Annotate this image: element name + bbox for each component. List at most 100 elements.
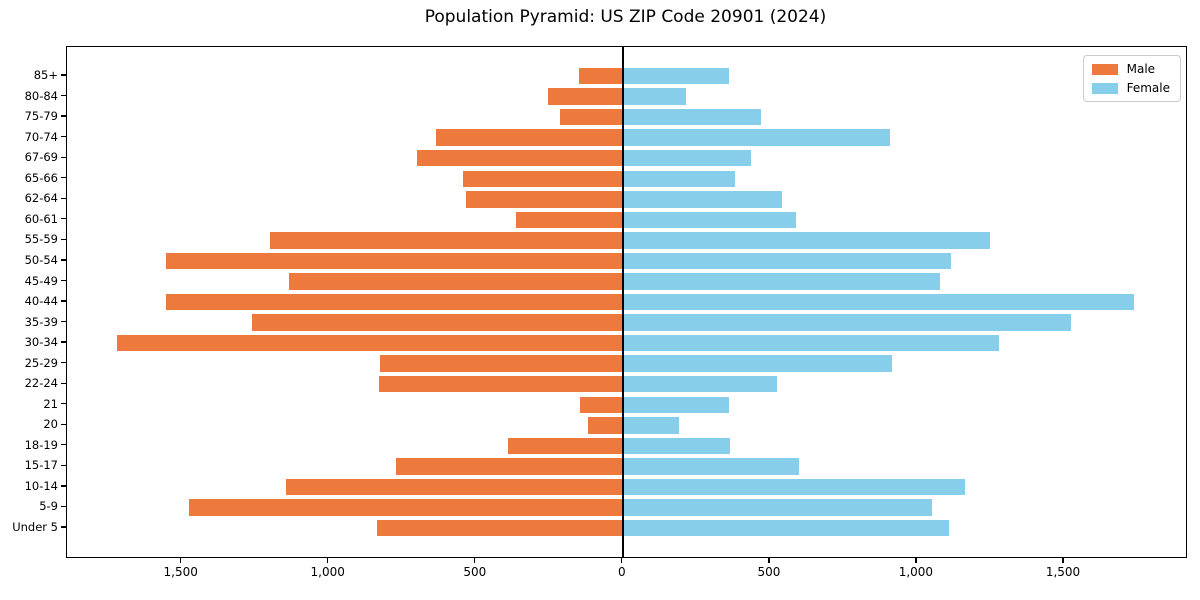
y-axis-tick-mark — [61, 135, 66, 138]
male-bar — [269, 232, 623, 249]
male-bar — [436, 129, 623, 146]
female-bar — [622, 437, 731, 455]
y-axis-tick-mark — [61, 115, 66, 117]
y-axis-tick-label: 67-69 — [24, 150, 58, 165]
y-axis-tick-mark — [61, 74, 66, 76]
x-axis-tick-mark — [915, 557, 917, 563]
zero-axis-line — [622, 47, 624, 557]
y-axis-tick-label: 40-44 — [24, 294, 58, 308]
plot-area: Male Female — [66, 46, 1187, 558]
chart-title: Population Pyramid: US ZIP Code 20901 (2… — [424, 7, 827, 27]
female-bar — [622, 211, 797, 229]
male-bar — [286, 478, 623, 496]
male-bar — [380, 355, 623, 372]
x-axis-tick-mark — [1062, 557, 1064, 563]
male-color-swatch — [1091, 63, 1118, 75]
y-axis-tick-mark — [61, 485, 66, 487]
x-axis-tick-mark — [474, 557, 476, 563]
female-bar — [622, 67, 729, 85]
female-bar — [622, 314, 1072, 331]
y-axis-tick-mark — [61, 238, 66, 241]
female-bar — [622, 293, 1135, 311]
y-axis-tick-label: 35-39 — [24, 314, 58, 329]
y-axis-tick-mark — [61, 320, 66, 323]
y-axis-tick-mark — [61, 218, 66, 220]
male-bar — [396, 458, 623, 475]
y-axis-tick-mark — [61, 382, 66, 384]
legend-item-female: Female — [1091, 81, 1170, 95]
x-axis-tick-mark — [621, 557, 623, 563]
male-bar — [377, 519, 623, 537]
male-bar — [417, 149, 623, 167]
male-bar — [289, 273, 623, 290]
female-bar — [622, 170, 735, 187]
x-axis-tick-label: 0 — [617, 565, 626, 579]
x-axis-tick-label: 500 — [463, 565, 487, 579]
female-bar — [622, 149, 751, 167]
male-bar — [547, 88, 623, 105]
male-bar — [117, 334, 623, 352]
male-bar — [587, 417, 623, 434]
female-bar — [622, 458, 800, 475]
female-color-swatch — [1091, 82, 1118, 94]
x-axis-tick-mark — [180, 557, 182, 563]
y-axis-tick-mark — [61, 259, 66, 261]
x-axis-tick-mark — [768, 557, 770, 563]
y-axis-tick-label: 65-66 — [24, 170, 58, 185]
female-bar — [622, 108, 761, 126]
y-axis-tick-mark — [61, 423, 66, 425]
female-bar — [622, 273, 941, 290]
female-bar — [622, 375, 778, 393]
male-bar — [515, 211, 623, 229]
y-axis-tick-label: 55-59 — [24, 232, 58, 247]
y-axis-tick-label: 15-17 — [24, 458, 58, 473]
y-axis-tick-mark — [61, 279, 66, 282]
y-axis-tick-mark — [61, 361, 66, 364]
y-axis-tick-mark — [61, 177, 66, 179]
male-bar — [508, 437, 623, 455]
y-axis-tick-label: 18-19 — [24, 437, 58, 452]
legend-label-male: Male — [1126, 62, 1156, 76]
y-axis-tick-label: 10-14 — [24, 478, 58, 493]
female-bar — [622, 396, 729, 413]
female-bar — [622, 478, 966, 496]
male-bar — [559, 108, 623, 126]
y-axis-tick-label: 85+ — [33, 68, 58, 82]
female-bar — [622, 334, 1000, 352]
y-axis-tick-label: 45-49 — [24, 273, 58, 288]
male-bar — [580, 396, 623, 413]
y-axis-tick-label: 21 — [43, 396, 58, 411]
x-axis-tick-label: 1,500 — [1045, 565, 1081, 579]
y-axis-tick-label: 30-34 — [24, 335, 58, 350]
y-axis-tick-label: 25-29 — [24, 355, 58, 370]
female-bar — [622, 355, 892, 372]
x-axis-tick-label: 1,000 — [898, 565, 934, 579]
y-axis-tick-mark — [61, 156, 66, 158]
male-bar — [252, 314, 623, 331]
y-axis-tick-mark — [61, 197, 66, 199]
male-bar — [578, 67, 623, 85]
y-axis-tick-label: 80-84 — [24, 88, 58, 103]
male-bar — [465, 191, 623, 208]
female-bar — [622, 417, 679, 434]
x-axis-tick-mark — [327, 557, 329, 563]
y-axis-tick-label: 22-24 — [24, 376, 58, 391]
legend-item-male: Male — [1091, 62, 1170, 76]
female-bar — [622, 519, 950, 537]
legend-label-female: Female — [1126, 81, 1170, 95]
male-bar — [165, 293, 623, 311]
y-axis-tick-mark — [61, 403, 66, 405]
female-bar — [622, 232, 991, 249]
y-axis-tick-label: Under 5 — [12, 520, 58, 534]
y-axis-tick-label: 70-74 — [24, 129, 58, 144]
female-bar — [622, 88, 686, 105]
y-axis-tick-mark — [61, 444, 66, 446]
y-axis-tick-mark — [61, 505, 66, 508]
y-axis-tick-label: 50-54 — [24, 252, 58, 267]
y-axis-tick-mark — [61, 94, 66, 97]
legend: Male Female — [1082, 55, 1181, 102]
y-axis-tick-label: 62-64 — [24, 191, 58, 206]
female-bar — [622, 129, 891, 146]
y-axis-tick-label: 20 — [43, 417, 58, 432]
